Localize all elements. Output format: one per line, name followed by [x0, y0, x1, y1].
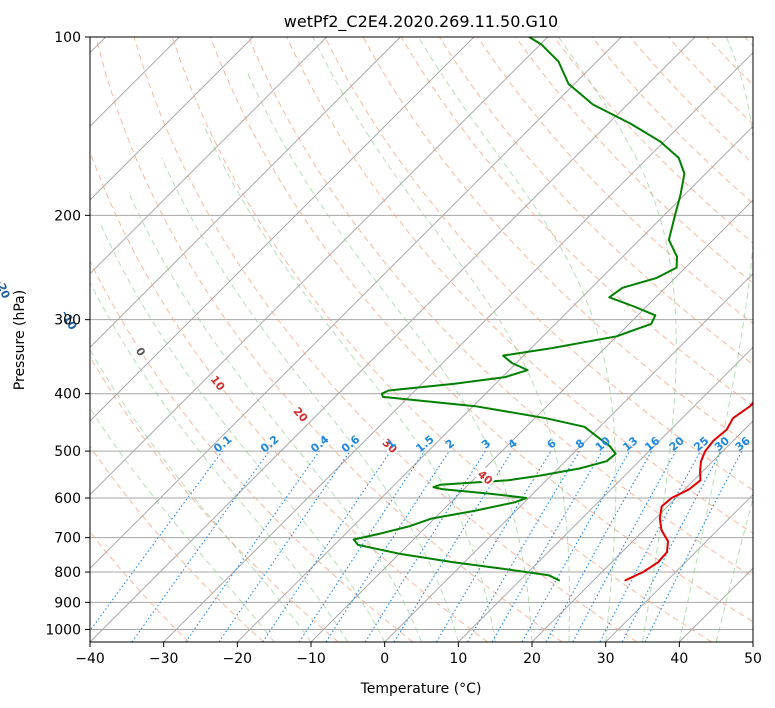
isotherm-line [90, 37, 254, 201]
y-axis-label: Pressure (hPa) [12, 290, 28, 390]
moist-adiabat-line [418, 37, 617, 642]
dewpoint-line [352, 37, 686, 582]
y-tick-label: 800 [54, 565, 81, 581]
x-tick-label: 0 [380, 651, 389, 667]
mixing-ratio-line [218, 450, 351, 642]
dry-adiabat-line [248, 37, 753, 578]
isotherm-line [90, 37, 401, 349]
y-tick-label: 900 [54, 595, 81, 611]
isotherm-line [90, 37, 328, 275]
y-tick-label: 100 [54, 30, 81, 46]
dry-adiabat-line [95, 37, 563, 642]
mixing-ratio-line [521, 450, 630, 642]
moist-adiabat-line [90, 281, 349, 642]
x-tick-label: 20 [523, 651, 541, 667]
mixing-ratio-line [131, 450, 270, 642]
x-tick-label: −40 [75, 651, 105, 667]
isotherm-line [236, 125, 753, 642]
isotherm-line [90, 37, 549, 496]
series-layer [352, 37, 753, 582]
temperature-line [624, 401, 753, 582]
x-tick-label: −10 [296, 651, 326, 667]
mixing-ratio-line [572, 450, 677, 642]
mixing-ratio-line [262, 450, 392, 642]
dry-adiabat-line [171, 37, 712, 642]
dry-adiabat-line [515, 37, 753, 284]
moist-adiabat-line [312, 37, 570, 642]
mixing-ratio-line [185, 450, 320, 642]
dry-adiabat-line [90, 445, 264, 642]
background-lines [90, 37, 753, 642]
x-tick-label: 30 [597, 651, 615, 667]
dry-adiabat-line [90, 356, 339, 642]
y-tick-label: 200 [54, 208, 81, 224]
dry-adiabat-line [90, 259, 414, 642]
x-tick-label: −20 [223, 651, 253, 667]
isotherm-line [90, 37, 622, 570]
moist-adiabat-line [161, 157, 459, 642]
chart-title: wetPf2_C2E4.2020.269.11.50.G10 [284, 12, 558, 32]
y-tick-label: 700 [54, 531, 81, 547]
y-tick-label: 1000 [45, 622, 81, 638]
y-tick-label: 500 [54, 444, 81, 460]
mixing-ratio-line [298, 450, 425, 642]
dry-adiabat-line [210, 37, 753, 623]
x-tick-label: −30 [149, 651, 179, 667]
mixing-ratio-line [393, 450, 513, 642]
x-axis-label: Temperature (°C) [360, 681, 482, 697]
x-tick-label: 50 [744, 651, 762, 667]
dry-adiabat-line [286, 37, 753, 534]
isotherm-line [605, 493, 753, 642]
isotherm-line [531, 420, 753, 642]
y-tick-label: 300 [54, 313, 81, 329]
mixing-ratio-line [90, 450, 223, 632]
moist-adiabat-line [247, 72, 533, 642]
moist-adiabat-line [90, 349, 312, 642]
mixing-ratio-line [545, 450, 653, 642]
y-tick-label: 600 [54, 491, 81, 507]
x-tick-label: 40 [670, 651, 688, 667]
moist-adiabat-line [129, 195, 422, 642]
isotherm-line [90, 37, 475, 422]
mixing-ratio-line [644, 450, 743, 642]
isotherm-line [384, 272, 753, 642]
dry-adiabat-line [324, 37, 753, 491]
axis-ticks: −40 −30 −20 −10 0 10 20 30 40 50 100 200 300 400 500 60… [45, 30, 762, 667]
moist-adiabat-line [715, 497, 753, 642]
moist-adiabat-line [99, 221, 386, 642]
x-tick-label: 10 [449, 651, 467, 667]
moist-adiabat-line [90, 407, 275, 642]
isotherm-line [457, 346, 753, 642]
dry-adiabat-label: 0 [132, 343, 150, 360]
moist-adiabat-line [202, 123, 496, 642]
y-tick-label: 400 [54, 387, 81, 403]
isotherm-line [163, 51, 753, 642]
isotherm-line [90, 37, 696, 642]
moist-adiabat-line [678, 37, 753, 642]
moist-adiabat-line [558, 37, 677, 642]
mixing-ratio-line [325, 450, 450, 642]
plot-frame [89, 36, 754, 643]
